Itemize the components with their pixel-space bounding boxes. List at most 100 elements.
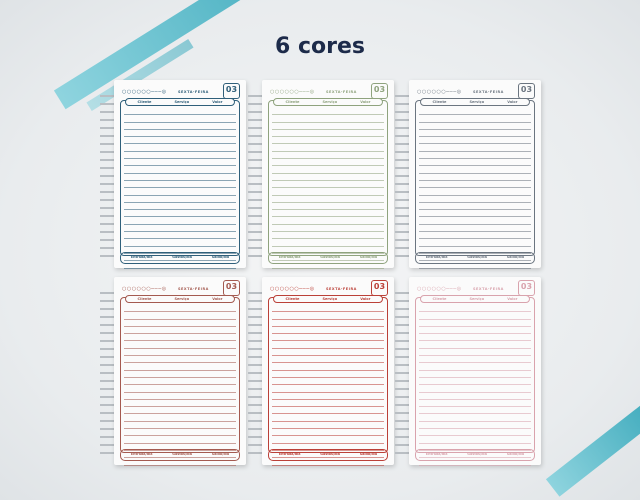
planner-blue: ○○○○○○───◎ SEXTA-FEIRA 03 Cliente Serviç… bbox=[100, 80, 248, 269]
planner-row bbox=[419, 239, 531, 247]
planner-row bbox=[419, 232, 531, 240]
summary-label: Saldo/dia bbox=[211, 452, 230, 456]
column-label: Serviço bbox=[174, 297, 190, 301]
planner-row bbox=[419, 334, 531, 342]
schedule-sheet: Cliente Serviço Valor bbox=[120, 295, 240, 466]
planner-row bbox=[272, 225, 384, 233]
summary-label: Entrada/dia bbox=[278, 452, 301, 456]
planner-row bbox=[124, 196, 236, 203]
planner-row bbox=[124, 327, 236, 335]
planner-row bbox=[419, 400, 531, 408]
planner-row bbox=[419, 305, 531, 313]
headline: 6 cores bbox=[275, 34, 365, 59]
planner-row bbox=[124, 159, 236, 167]
column-label: Cliente bbox=[285, 297, 300, 301]
planner-row bbox=[124, 312, 236, 320]
planner-row bbox=[124, 341, 236, 349]
planner-row bbox=[419, 225, 531, 233]
date-badge: 03 bbox=[223, 83, 240, 99]
planner-row bbox=[419, 363, 531, 371]
summary-label: Gastos/dia bbox=[467, 452, 487, 456]
planner-row bbox=[272, 261, 384, 269]
planner-row bbox=[419, 320, 531, 327]
planner-row bbox=[419, 444, 531, 451]
planner-row bbox=[419, 458, 531, 466]
planner-row bbox=[419, 414, 531, 422]
planner-row bbox=[124, 363, 236, 371]
planner-row bbox=[419, 144, 531, 152]
planner-row bbox=[124, 429, 236, 437]
summary-label: Gastos/dia bbox=[172, 255, 192, 259]
planner-row bbox=[419, 385, 531, 393]
summary-label: Saldo/dia bbox=[506, 255, 525, 259]
planner-row bbox=[272, 444, 384, 451]
planner-row bbox=[124, 451, 236, 459]
progress-dots: ○○○○○○───◎ bbox=[270, 89, 315, 95]
column-label: Valor bbox=[212, 297, 223, 301]
schedule-sheet: Cliente Serviço Valor bbox=[415, 295, 535, 466]
planner-row bbox=[419, 451, 531, 459]
planner-row bbox=[272, 166, 384, 174]
planner-row bbox=[124, 334, 236, 342]
planner-row bbox=[124, 254, 236, 262]
summary-label: Gastos/dia bbox=[467, 255, 487, 259]
summary-label: Saldo/dia bbox=[359, 452, 378, 456]
planner-row bbox=[272, 458, 384, 466]
summary-label: Entrada/dia bbox=[278, 255, 301, 259]
planner-page: ○○○○○○───◎ SEXTA-FEIRA 03 Cliente Serviç… bbox=[114, 80, 246, 269]
planner-row bbox=[272, 130, 384, 138]
progress-dots: ○○○○○○───◎ bbox=[122, 89, 167, 95]
summary-label: Entrada/dia bbox=[130, 452, 153, 456]
planner-row bbox=[419, 254, 531, 262]
summary-label: Gastos/dia bbox=[320, 452, 340, 456]
column-header: Cliente Serviço Valor bbox=[420, 98, 530, 106]
planner-row bbox=[272, 210, 384, 218]
daily-summary: Entrada/dia Gastos/dia Saldo/dia bbox=[120, 252, 240, 264]
planner-row bbox=[419, 261, 531, 269]
planner-row bbox=[419, 210, 531, 218]
planner-row bbox=[124, 247, 236, 254]
planner-row bbox=[124, 436, 236, 444]
day-label: SEXTA-FEIRA bbox=[178, 287, 209, 291]
planner-row bbox=[272, 400, 384, 408]
planner-row bbox=[124, 320, 236, 327]
planner-row bbox=[419, 159, 531, 167]
planner-row bbox=[124, 371, 236, 378]
column-header: Cliente Serviço Valor bbox=[273, 295, 383, 303]
planner-row bbox=[124, 152, 236, 160]
planner-row bbox=[124, 203, 236, 211]
planner-row bbox=[272, 429, 384, 437]
planner-row bbox=[272, 196, 384, 203]
column-label: Serviço bbox=[469, 100, 485, 104]
day-label: SEXTA-FEIRA bbox=[326, 90, 357, 94]
planner-row bbox=[272, 174, 384, 181]
progress-dots: ○○○○○○───◎ bbox=[417, 286, 462, 292]
planner-row bbox=[124, 144, 236, 152]
planner-row bbox=[272, 159, 384, 167]
column-label: Valor bbox=[507, 100, 518, 104]
summary-label: Entrada/dia bbox=[425, 255, 448, 259]
column-header: Cliente Serviço Valor bbox=[273, 98, 383, 106]
planner-row bbox=[124, 385, 236, 393]
planner-row bbox=[124, 217, 236, 225]
date-badge: 03 bbox=[223, 280, 240, 296]
planner-row bbox=[124, 130, 236, 138]
planner-row bbox=[272, 327, 384, 335]
planner-row bbox=[419, 422, 531, 430]
planner-row bbox=[272, 414, 384, 422]
planner-row bbox=[419, 137, 531, 145]
planner-row bbox=[124, 356, 236, 364]
planner-row bbox=[124, 188, 236, 196]
schedule-sheet: Cliente Serviço Valor bbox=[268, 98, 388, 269]
planner-row bbox=[124, 210, 236, 218]
day-label: SEXTA-FEIRA bbox=[178, 90, 209, 94]
planner-row bbox=[272, 144, 384, 152]
summary-label: Saldo/dia bbox=[506, 452, 525, 456]
planner-page: ○○○○○○───◎ SEXTA-FEIRA 03 Cliente Serviç… bbox=[262, 277, 394, 466]
planner-row bbox=[272, 334, 384, 342]
planner-row bbox=[124, 174, 236, 181]
planner-row bbox=[272, 188, 384, 196]
planner-red: ○○○○○○───◎ SEXTA-FEIRA 03 Cliente Serviç… bbox=[248, 277, 396, 466]
planner-row bbox=[419, 115, 531, 123]
planner-page: ○○○○○○───◎ SEXTA-FEIRA 03 Cliente Serviç… bbox=[409, 277, 541, 466]
